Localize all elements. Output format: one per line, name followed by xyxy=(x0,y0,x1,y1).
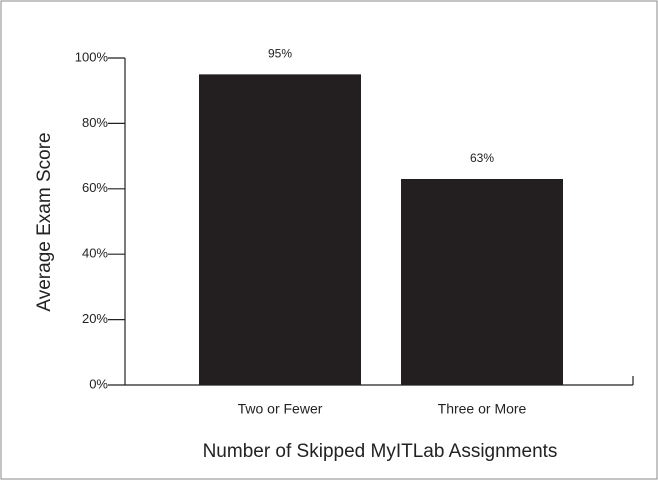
y-tick-label: 20% xyxy=(82,311,108,326)
y-tick-label: 60% xyxy=(82,180,108,195)
x-tick-label: Three or More xyxy=(438,401,527,417)
x-axis-title: Number of Skipped MyITLab Assignments xyxy=(203,441,558,462)
data-label: 95% xyxy=(268,47,292,61)
y-tick-label: 0% xyxy=(89,376,108,391)
y-tick-label: 40% xyxy=(82,246,108,261)
y-axis-title: Average Exam Score xyxy=(34,132,55,311)
y-tick-label: 80% xyxy=(82,115,108,130)
bar xyxy=(199,74,361,385)
data-label: 63% xyxy=(470,151,494,165)
bar xyxy=(401,178,563,385)
y-tick-label: 100% xyxy=(75,49,109,64)
x-tick-label: Two or Fewer xyxy=(238,401,323,417)
